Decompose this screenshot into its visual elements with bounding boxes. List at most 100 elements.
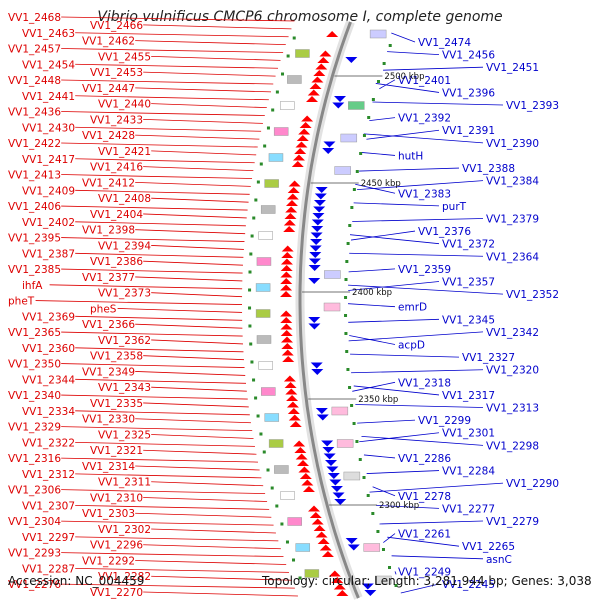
tick-mark xyxy=(271,108,275,112)
right-leader-line xyxy=(363,454,396,459)
reverse-gene-arrow xyxy=(313,200,326,206)
map-title: Vibrio vulnificus CMCP6 chromosome I, co… xyxy=(97,9,503,25)
scale-label: 2300 kbp xyxy=(379,501,419,511)
reverse-gene-arrow xyxy=(315,408,328,414)
left-gene-label: VV1_2322 xyxy=(22,437,75,449)
right-gene-label: VV1_2286 xyxy=(398,453,451,465)
left-gene-label: VV1_2394 xyxy=(98,240,151,252)
tick-mark xyxy=(249,342,253,346)
tick-mark xyxy=(249,252,253,256)
left-gene-label: ihfA xyxy=(22,280,43,292)
left-gene-label: VV1_2408 xyxy=(98,193,151,205)
left-leader-line xyxy=(151,245,244,250)
reverse-gene-arrow xyxy=(314,193,327,200)
right-gene-label: VV1_2342 xyxy=(486,327,539,339)
right-leader-line xyxy=(359,432,440,443)
feature-block xyxy=(363,543,381,552)
feature-block xyxy=(295,543,311,552)
reverse-gene-arrow xyxy=(345,538,358,544)
forward-gene-arrow xyxy=(281,252,294,258)
left-gene-label: VV1_2350 xyxy=(8,359,61,371)
left-leader-line xyxy=(151,197,249,203)
reverse-gene-arrow xyxy=(312,213,325,219)
left-leader-line xyxy=(61,457,258,463)
forward-gene-arrow xyxy=(317,57,330,63)
left-gene-label: VV1_2314 xyxy=(82,461,135,473)
left-leader-line xyxy=(75,315,243,321)
left-leader-line xyxy=(61,268,243,274)
feature-block xyxy=(340,133,358,143)
tick-mark xyxy=(359,152,363,155)
left-leader-line xyxy=(75,63,279,69)
left-gene-label: VV1_2463 xyxy=(22,28,75,40)
feature-block xyxy=(336,439,354,448)
reverse-gene-arrow xyxy=(308,317,321,323)
tick-mark xyxy=(352,422,356,425)
forward-gene-arrow xyxy=(311,76,324,83)
forward-gene-arrow xyxy=(331,577,344,583)
left-leader-line xyxy=(61,174,253,179)
left-leader-line xyxy=(135,134,260,140)
forward-gene-arrow xyxy=(286,401,299,408)
right-leader-line xyxy=(361,435,484,446)
right-leader-line xyxy=(369,482,504,493)
forward-gene-arrow xyxy=(280,265,293,271)
tick-mark xyxy=(381,548,385,551)
reverse-gene-arrow xyxy=(322,148,335,154)
left-gene-label: VV1_2270 xyxy=(90,587,143,599)
right-gene-label: VV1_2474 xyxy=(418,37,471,49)
left-leader-line xyxy=(75,441,255,447)
left-gene-label: VV1_2311 xyxy=(98,477,151,489)
right-leader-line xyxy=(348,268,396,273)
tick-mark xyxy=(280,522,284,526)
right-gene-label: VV1_2359 xyxy=(398,264,451,276)
forward-gene-arrow xyxy=(285,388,298,395)
tick-mark xyxy=(250,360,254,364)
forward-gene-arrow xyxy=(285,200,298,206)
right-gene-label: VV1_2372 xyxy=(442,239,495,251)
right-gene-label: purT xyxy=(442,201,467,213)
left-leader-line xyxy=(61,331,243,337)
forward-gene-arrow xyxy=(315,63,328,70)
left-leader-line xyxy=(151,339,244,345)
right-gene-label: VV1_2376 xyxy=(418,226,471,238)
forward-gene-arrow xyxy=(301,479,314,486)
right-gene-label: VV1_2265 xyxy=(462,541,515,553)
right-leader-line xyxy=(366,129,440,140)
reverse-gene-arrow xyxy=(332,492,345,499)
right-gene-label: VV1_2393 xyxy=(506,100,559,112)
reverse-gene-arrow xyxy=(324,460,337,466)
reverse-gene-arrow xyxy=(308,278,321,284)
forward-gene-arrow xyxy=(294,447,307,453)
tick-mark xyxy=(270,486,274,490)
forward-gene-arrow xyxy=(308,505,321,512)
left-gene-label: VV1_2292 xyxy=(82,555,135,567)
left-gene-label: VV1_2404 xyxy=(90,209,143,221)
tick-mark xyxy=(358,458,362,461)
right-gene-label: VV1_2299 xyxy=(418,415,471,427)
right-leader-line xyxy=(357,419,416,424)
right-leader-line xyxy=(349,252,484,257)
left-leader-line xyxy=(61,237,245,242)
forward-gene-arrow xyxy=(281,245,294,252)
gene-features xyxy=(248,29,398,596)
left-leader-line xyxy=(61,142,258,148)
right-leader-line xyxy=(391,555,484,560)
right-gene-label: VV1_2357 xyxy=(442,276,495,288)
reverse-gene-arrow xyxy=(310,239,323,245)
feature-block xyxy=(256,335,272,344)
left-leader-line xyxy=(61,16,295,22)
feature-block xyxy=(369,29,387,39)
forward-gene-arrow xyxy=(309,83,322,89)
tick-mark xyxy=(344,296,348,299)
tick-mark xyxy=(292,36,296,40)
forward-gene-arrow xyxy=(287,187,300,193)
left-gene-label: VV1_2330 xyxy=(82,414,135,426)
left-gene-label: VV1_2412 xyxy=(82,177,135,189)
right-leader-line xyxy=(363,133,484,144)
right-leader-line xyxy=(347,284,504,295)
right-gene-label: VV1_2384 xyxy=(486,176,539,188)
right-leader-line xyxy=(355,404,484,408)
tick-mark xyxy=(298,576,302,580)
feature-block xyxy=(280,491,295,500)
